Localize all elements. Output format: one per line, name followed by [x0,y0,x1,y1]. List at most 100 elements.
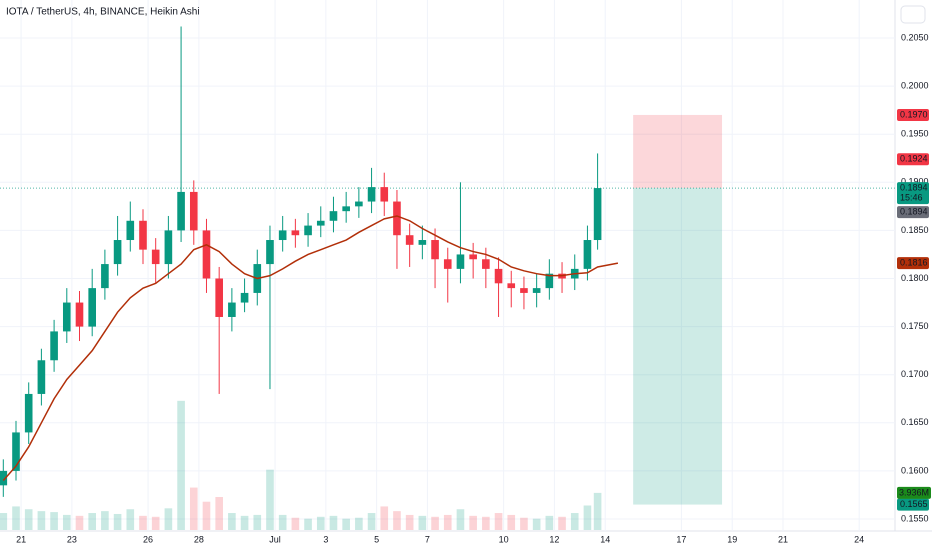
x-tick-label: 5 [374,534,379,544]
candle-body [304,225,312,236]
candle-body [443,259,452,269]
candle-body [405,235,414,245]
volume-bar [37,511,46,530]
price-badge-label: 0.1970 [900,109,928,119]
volume-bar [570,513,579,530]
candle-body [545,273,554,289]
candle-body [228,302,236,317]
candle-body [266,240,274,265]
candle-body [507,283,516,289]
volume-bar [177,400,185,530]
volume-bar [126,509,135,530]
volume-bar [88,513,97,530]
y-tick-label: 0.2000 [901,80,929,90]
y-tick-label: 0.1550 [901,513,929,523]
candle-body [126,220,135,241]
volume-bar [228,513,236,530]
volume-bar [583,505,592,530]
volume-bar [291,517,300,530]
candle-body [418,240,427,245]
candle-body [431,240,439,260]
price-badge [897,108,929,121]
candle-body [329,211,338,221]
volume-bar [367,513,376,530]
candle-body [469,254,477,260]
moving-average [2,215,619,482]
candle-body [0,470,8,486]
y-tick-label: 0.1900 [901,177,929,187]
x-tick-label: 24 [854,534,864,544]
price-badge-label: 0.1924 [900,154,928,164]
x-tick-label: 7 [425,534,430,544]
volume-bar [482,516,490,530]
volume-bar [75,515,84,530]
candle-body [355,201,363,207]
volume-bar [215,497,223,530]
volume-bar [266,469,274,530]
volume-bar [151,516,160,530]
price-badge-label: 0.1816 [900,257,928,267]
y-tick-label: 0.1700 [901,369,929,379]
x-tick-label: 23 [67,534,77,544]
candle-body [202,230,211,279]
volume-bar [50,512,58,530]
candle-body [583,240,592,269]
target-zone [633,188,723,505]
y-tick-label: 0.2050 [901,32,929,42]
volume-bar [342,518,350,530]
volume-bar [494,513,503,530]
price-badge-label: 0.1894 [900,182,928,192]
volume-bar [12,506,20,530]
x-tick-label: 21 [778,534,788,544]
volume-bar [253,514,262,530]
volume-bar [113,513,122,530]
volume-bar [558,516,566,530]
volume-bar [101,511,109,530]
price-badge [897,257,929,270]
volume-bar [380,506,389,530]
y-tick-label: 0.1600 [901,465,929,475]
candle-body [215,278,223,317]
candle-body [139,220,147,250]
candle-body [101,264,109,289]
grid [0,0,895,531]
candle-body [164,230,173,265]
x-tick-label: 19 [727,534,737,544]
y-tick-label: 0.1650 [901,417,929,427]
candle-body [494,268,503,284]
x-tick-label: 26 [143,534,153,544]
candle-body [177,191,185,231]
candle-body [316,220,325,226]
candle-body [189,191,198,231]
volume-bar [355,517,363,530]
volume-bar [0,513,8,530]
y-tick-label: 0.1800 [901,273,929,283]
x-tick-label: 21 [16,534,26,544]
candle-body [37,360,46,394]
candle-body [367,187,376,202]
volume-bar [545,515,554,530]
volume-bar [456,509,465,530]
volume-bar [164,508,173,530]
stop-zone [633,114,723,189]
y-tick-label: 0.1850 [901,225,929,235]
volume-bar [240,515,249,530]
price-badge-label: 0.1565 [900,499,928,509]
volume-bar [62,514,71,530]
candle-body [520,288,528,293]
candle-body [593,188,602,241]
volume-bar [520,517,528,530]
volume-bar [532,518,541,530]
candle-body [113,240,122,265]
volume-bar [469,515,477,530]
candle-body [380,187,389,202]
volume-bar [304,518,312,530]
candle-body [75,302,84,327]
price-badge [897,153,929,166]
settings-button[interactable] [900,5,926,24]
y-tick-label: 0.1950 [901,129,929,139]
x-tick-label: Jul [269,534,281,544]
candle-body [62,302,71,332]
